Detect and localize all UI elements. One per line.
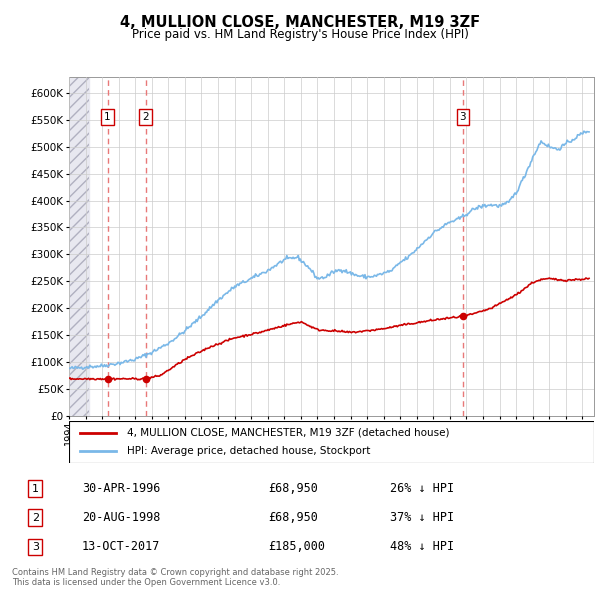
Text: Price paid vs. HM Land Registry's House Price Index (HPI): Price paid vs. HM Land Registry's House … [131, 28, 469, 41]
Text: 13-OCT-2017: 13-OCT-2017 [82, 540, 160, 553]
Text: 1: 1 [32, 484, 39, 493]
Text: 2: 2 [142, 112, 149, 122]
Text: £68,950: £68,950 [268, 482, 318, 495]
Text: 26% ↓ HPI: 26% ↓ HPI [391, 482, 454, 495]
Text: 3: 3 [460, 112, 466, 122]
Text: 2: 2 [32, 513, 39, 523]
Text: £185,000: £185,000 [268, 540, 325, 553]
Text: 20-AUG-1998: 20-AUG-1998 [82, 511, 160, 525]
Text: £68,950: £68,950 [268, 511, 318, 525]
Text: 4, MULLION CLOSE, MANCHESTER, M19 3ZF (detached house): 4, MULLION CLOSE, MANCHESTER, M19 3ZF (d… [127, 428, 449, 438]
Text: Contains HM Land Registry data © Crown copyright and database right 2025.
This d: Contains HM Land Registry data © Crown c… [12, 568, 338, 587]
Text: 30-APR-1996: 30-APR-1996 [82, 482, 160, 495]
Text: HPI: Average price, detached house, Stockport: HPI: Average price, detached house, Stoc… [127, 446, 370, 456]
Text: 1: 1 [104, 112, 111, 122]
Text: 37% ↓ HPI: 37% ↓ HPI [391, 511, 454, 525]
Text: 4, MULLION CLOSE, MANCHESTER, M19 3ZF: 4, MULLION CLOSE, MANCHESTER, M19 3ZF [120, 15, 480, 30]
Text: 3: 3 [32, 542, 39, 552]
Text: 48% ↓ HPI: 48% ↓ HPI [391, 540, 454, 553]
